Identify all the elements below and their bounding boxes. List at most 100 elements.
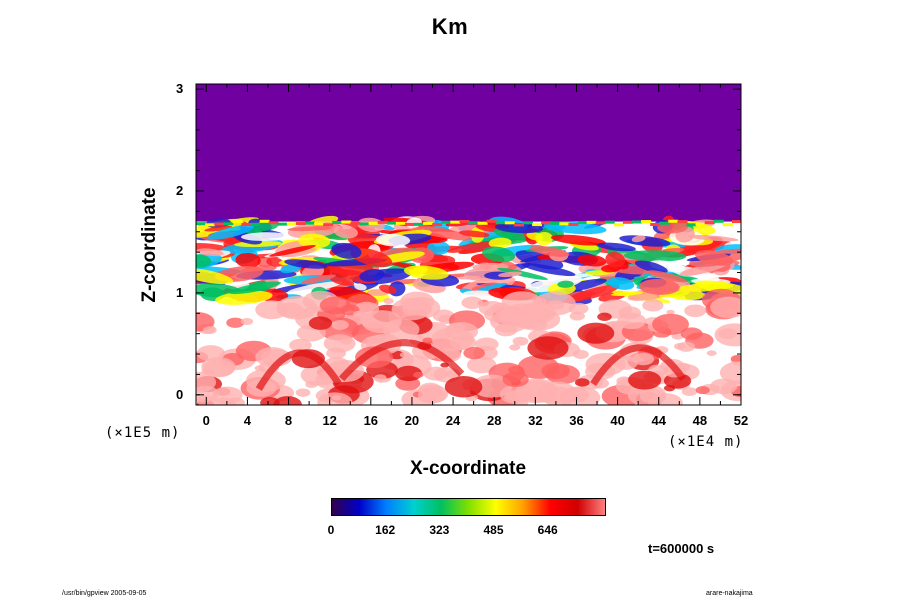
footer-left: /usr/bin/gpview 2005-09-05 (62, 590, 147, 597)
active-band-blob (447, 240, 501, 253)
active-band-blob (688, 234, 739, 242)
lower-layer-blob (537, 381, 577, 404)
lower-layer-blob (355, 346, 393, 369)
active-band-blob (482, 246, 516, 263)
active-band-blob (521, 263, 576, 277)
lower-layer-blob (577, 322, 615, 344)
lower-layer-blob (431, 327, 474, 352)
active-band-blob (577, 254, 607, 267)
active-band-blob (529, 245, 570, 257)
active-band-blob (498, 271, 523, 278)
lower-layer-blob (684, 304, 707, 318)
active-band-blob (611, 291, 644, 296)
band-edge (450, 220, 461, 224)
band-edge (295, 222, 306, 226)
y-tick-label: 2 (176, 183, 184, 198)
active-band-blob (329, 276, 355, 286)
band-edge (196, 222, 206, 226)
band-edge (586, 220, 597, 224)
band-edge (241, 223, 252, 227)
x-tick-label: 8 (284, 413, 293, 428)
plot-frame (195, 83, 742, 406)
band-edge (404, 222, 415, 226)
band-edge (359, 222, 370, 226)
lower-layer-blob (510, 312, 539, 329)
lower-layer-blob (730, 355, 741, 363)
active-band-blob (639, 278, 680, 295)
band-edge (477, 221, 488, 225)
active-band-blob (524, 276, 583, 293)
band-edge (722, 223, 733, 227)
lower-layer-blob (627, 384, 667, 405)
band-edge (550, 221, 561, 225)
band-edge (731, 220, 741, 224)
lower-layer-blob (461, 296, 484, 309)
y-tick-label: 0 (176, 386, 184, 402)
lower-layer-blob (632, 352, 655, 366)
active-band-blob (196, 248, 224, 257)
active-band-blob (550, 234, 606, 246)
band-edge (314, 222, 325, 226)
band-edge (395, 221, 406, 225)
active-band-blob (228, 281, 281, 295)
active-band-blob (403, 265, 449, 280)
colorbar-tick-label: 0 (327, 523, 335, 537)
band-edge (432, 223, 443, 227)
active-band-blob (647, 270, 688, 283)
band-edge (641, 220, 652, 224)
band-edge (286, 222, 297, 226)
active-band-blob (619, 235, 671, 247)
active-band-blob (287, 281, 343, 294)
lower-layer-blob (663, 384, 676, 392)
active-band-blob (623, 250, 687, 262)
active-band-blob (497, 267, 548, 280)
lower-layer-blob (484, 305, 514, 323)
lower-layer-blob (463, 346, 485, 360)
lower-layer-blob (569, 311, 585, 321)
colorbar-tick-label: 162 (375, 523, 396, 537)
active-band-blob (354, 283, 367, 291)
active-band-blob (298, 233, 331, 249)
active-band-blob (659, 290, 690, 298)
band-edge (595, 221, 606, 225)
lower-layer-blob (719, 361, 741, 385)
x-axis-label: X-coordinate (409, 458, 527, 479)
lower-layer-blob (681, 387, 698, 396)
active-band-blob (215, 290, 273, 305)
lower-layer-blob (361, 310, 402, 334)
band-edge (568, 222, 579, 226)
active-band-blob (607, 277, 635, 290)
lower-layer-blob (628, 370, 662, 390)
lower-layer-blob (331, 320, 349, 330)
band-edge (332, 221, 343, 225)
plume-arc (590, 344, 687, 386)
band-edge (341, 220, 352, 224)
colorbar-tick-label: 646 (537, 523, 558, 537)
x-tick-label: 12 (322, 413, 337, 428)
region-upper-uniform (196, 84, 741, 222)
plume-arc (255, 349, 342, 391)
band-edge (495, 221, 506, 225)
band-edge (205, 223, 216, 227)
lower-layer-blob (617, 312, 646, 330)
y-axis-label: Z-coordinate (139, 187, 160, 303)
lower-layer-blob (308, 316, 333, 330)
lower-layer-blob (423, 366, 449, 381)
band-edge (659, 221, 670, 225)
lower-layer-blob (417, 387, 447, 404)
active-band-blob (631, 235, 646, 243)
lower-layer-blob (295, 388, 311, 397)
x-tick-label: 40 (610, 413, 625, 428)
band-edge (668, 219, 679, 223)
lower-layer-blob (196, 371, 217, 393)
active-band-blob (207, 225, 254, 240)
active-band-blob (564, 284, 620, 303)
band-edge (323, 223, 334, 227)
lower-layer-blob (201, 357, 236, 377)
lower-layer-blob (642, 299, 664, 312)
lower-layer-blob (211, 386, 243, 405)
y-tick-label: 1 (176, 284, 184, 300)
active-band-blob (287, 226, 333, 232)
lower-layer-blob (413, 371, 424, 378)
band-edge (650, 223, 661, 227)
